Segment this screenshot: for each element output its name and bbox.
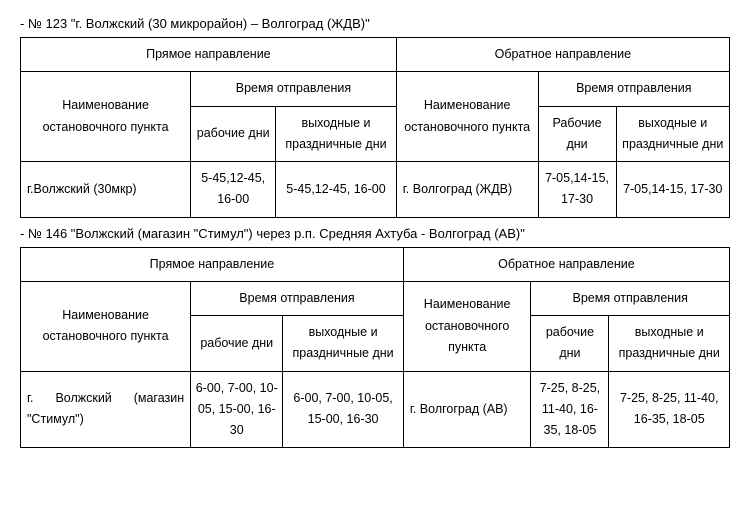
weekend-header: выходные и праздничные дни: [616, 106, 729, 162]
time-cell: 7-05,14-15, 17-30: [538, 162, 616, 218]
workday-header: рабочие дни: [191, 106, 276, 162]
time-cell: 7-05,14-15, 17-30: [616, 162, 729, 218]
stop-cell: г. Волгоград (АВ): [403, 371, 531, 448]
workday-header: Рабочие дни: [538, 106, 616, 162]
stop-cell: г.Волжский (30мкр): [21, 162, 191, 218]
schedule-table: Прямое направление Обратное направление …: [20, 247, 730, 449]
time-header: Время отправления: [538, 72, 729, 106]
time-cell: 6-00, 7-00, 10-05, 15-00, 16-30: [283, 371, 404, 448]
time-cell: 7-25, 8-25, 11-40, 16-35, 18-05: [531, 371, 609, 448]
time-header: Время отправления: [531, 281, 730, 315]
time-cell: 5-45,12-45, 16-00: [191, 162, 276, 218]
route-title: - № 123 "г. Волжский (30 микрорайон) – В…: [20, 16, 730, 31]
time-cell: 7-25, 8-25, 11-40, 16-35, 18-05: [609, 371, 730, 448]
stop-header: Наименование остановочного пункта: [21, 72, 191, 162]
stop-header: Наименование остановочного пункта: [21, 281, 191, 371]
direction-header-forward: Прямое направление: [21, 247, 404, 281]
stop-cell: г. Волжский (магазин "Стимул"): [21, 371, 191, 448]
stop-cell: г. Волгоград (ЖДВ): [396, 162, 538, 218]
stop-header: Наименование остановочного пункта: [403, 281, 531, 371]
workday-header: рабочие дни: [191, 316, 283, 372]
time-cell: 5-45,12-45, 16-00: [276, 162, 397, 218]
workday-header: рабочие дни: [531, 316, 609, 372]
weekend-header: выходные и праздничные дни: [609, 316, 730, 372]
direction-header-backward: Обратное направление: [396, 38, 729, 72]
time-header: Время отправления: [191, 72, 397, 106]
weekend-header: выходные и праздничные дни: [276, 106, 397, 162]
schedule-table: Прямое направление Обратное направление …: [20, 37, 730, 218]
direction-header-forward: Прямое направление: [21, 38, 397, 72]
weekend-header: выходные и праздничные дни: [283, 316, 404, 372]
time-header: Время отправления: [191, 281, 404, 315]
route-title: - № 146 "Волжский (магазин "Стимул") чер…: [20, 226, 730, 241]
stop-header: Наименование остановочного пункта: [396, 72, 538, 162]
direction-header-backward: Обратное направление: [403, 247, 729, 281]
time-cell: 6-00, 7-00, 10-05, 15-00, 16-30: [191, 371, 283, 448]
